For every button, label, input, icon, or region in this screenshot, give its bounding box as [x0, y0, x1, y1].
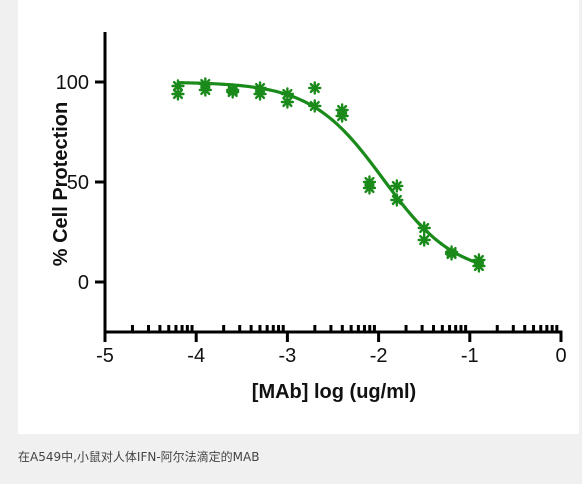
data-point: [472, 259, 486, 273]
data-point: [171, 87, 185, 101]
figure-card: -5 -4 -3 -2 -1 0 0 50 100 [MAb] log (ug/ml) % Ce…: [18, 0, 579, 434]
y-tick-label: 0: [78, 272, 89, 294]
chart-axes: -5 -4 -3 -2 -1 0 0 50 100: [56, 32, 567, 367]
asterisk-stroke: [446, 248, 457, 260]
data-point: [444, 247, 459, 261]
axis-labels-group: [MAb] log (ug/ml) % Cell Protection: [50, 102, 416, 403]
data-point: [308, 99, 322, 113]
asterisk-stroke: [473, 260, 485, 272]
data-points-group: [171, 77, 486, 273]
data-point: [390, 193, 404, 207]
data-point: [198, 83, 213, 97]
asterisk-stroke: [419, 234, 430, 246]
x-tick-label: -2: [370, 345, 388, 367]
data-point: [417, 233, 431, 247]
figure-caption: 在A549中,小鼠对人体IFN-阿尔法滴定的MAB: [18, 450, 260, 464]
asterisk-stroke: [227, 86, 238, 98]
data-point: [308, 81, 322, 95]
x-tick-label: -1: [461, 345, 479, 367]
asterisk-stroke: [282, 96, 293, 108]
x-tick-label: -3: [279, 345, 297, 367]
x-tick-label: -5: [96, 345, 114, 367]
asterisk-stroke: [254, 88, 266, 100]
asterisk-stroke: [364, 182, 375, 194]
asterisk-stroke: [172, 80, 184, 92]
asterisk-stroke: [309, 100, 320, 112]
data-point: [362, 181, 377, 195]
asterisk-stroke: [419, 222, 430, 234]
asterisk-stroke: [200, 84, 211, 96]
asterisk-stroke: [282, 88, 293, 100]
asterisk-stroke: [391, 180, 402, 192]
y-tick-label: 50: [67, 172, 89, 194]
fit-curve-group: [177, 81, 480, 265]
asterisk-stroke: [391, 194, 402, 206]
x-axis-title: [MAb] log (ug/ml): [252, 381, 416, 403]
asterisk-stroke: [309, 82, 320, 94]
data-point: [280, 95, 295, 109]
chart-plot: -5 -4 -3 -2 -1 0 0 50 100 [MAb] log (ug/ml) % Ce…: [50, 32, 567, 403]
data-point: [417, 221, 431, 235]
x-tick-label: -4: [187, 345, 205, 367]
y-axis-title: % Cell Protection: [50, 102, 72, 266]
data-point: [253, 87, 267, 101]
data-point: [335, 109, 349, 123]
data-point: [390, 179, 404, 193]
y-tick-label: 100: [56, 72, 89, 94]
fit-curve: [177, 81, 480, 265]
data-point: [225, 85, 240, 99]
asterisk-stroke: [337, 110, 348, 122]
x-tick-label: 0: [555, 345, 566, 367]
asterisk-stroke: [172, 88, 184, 100]
